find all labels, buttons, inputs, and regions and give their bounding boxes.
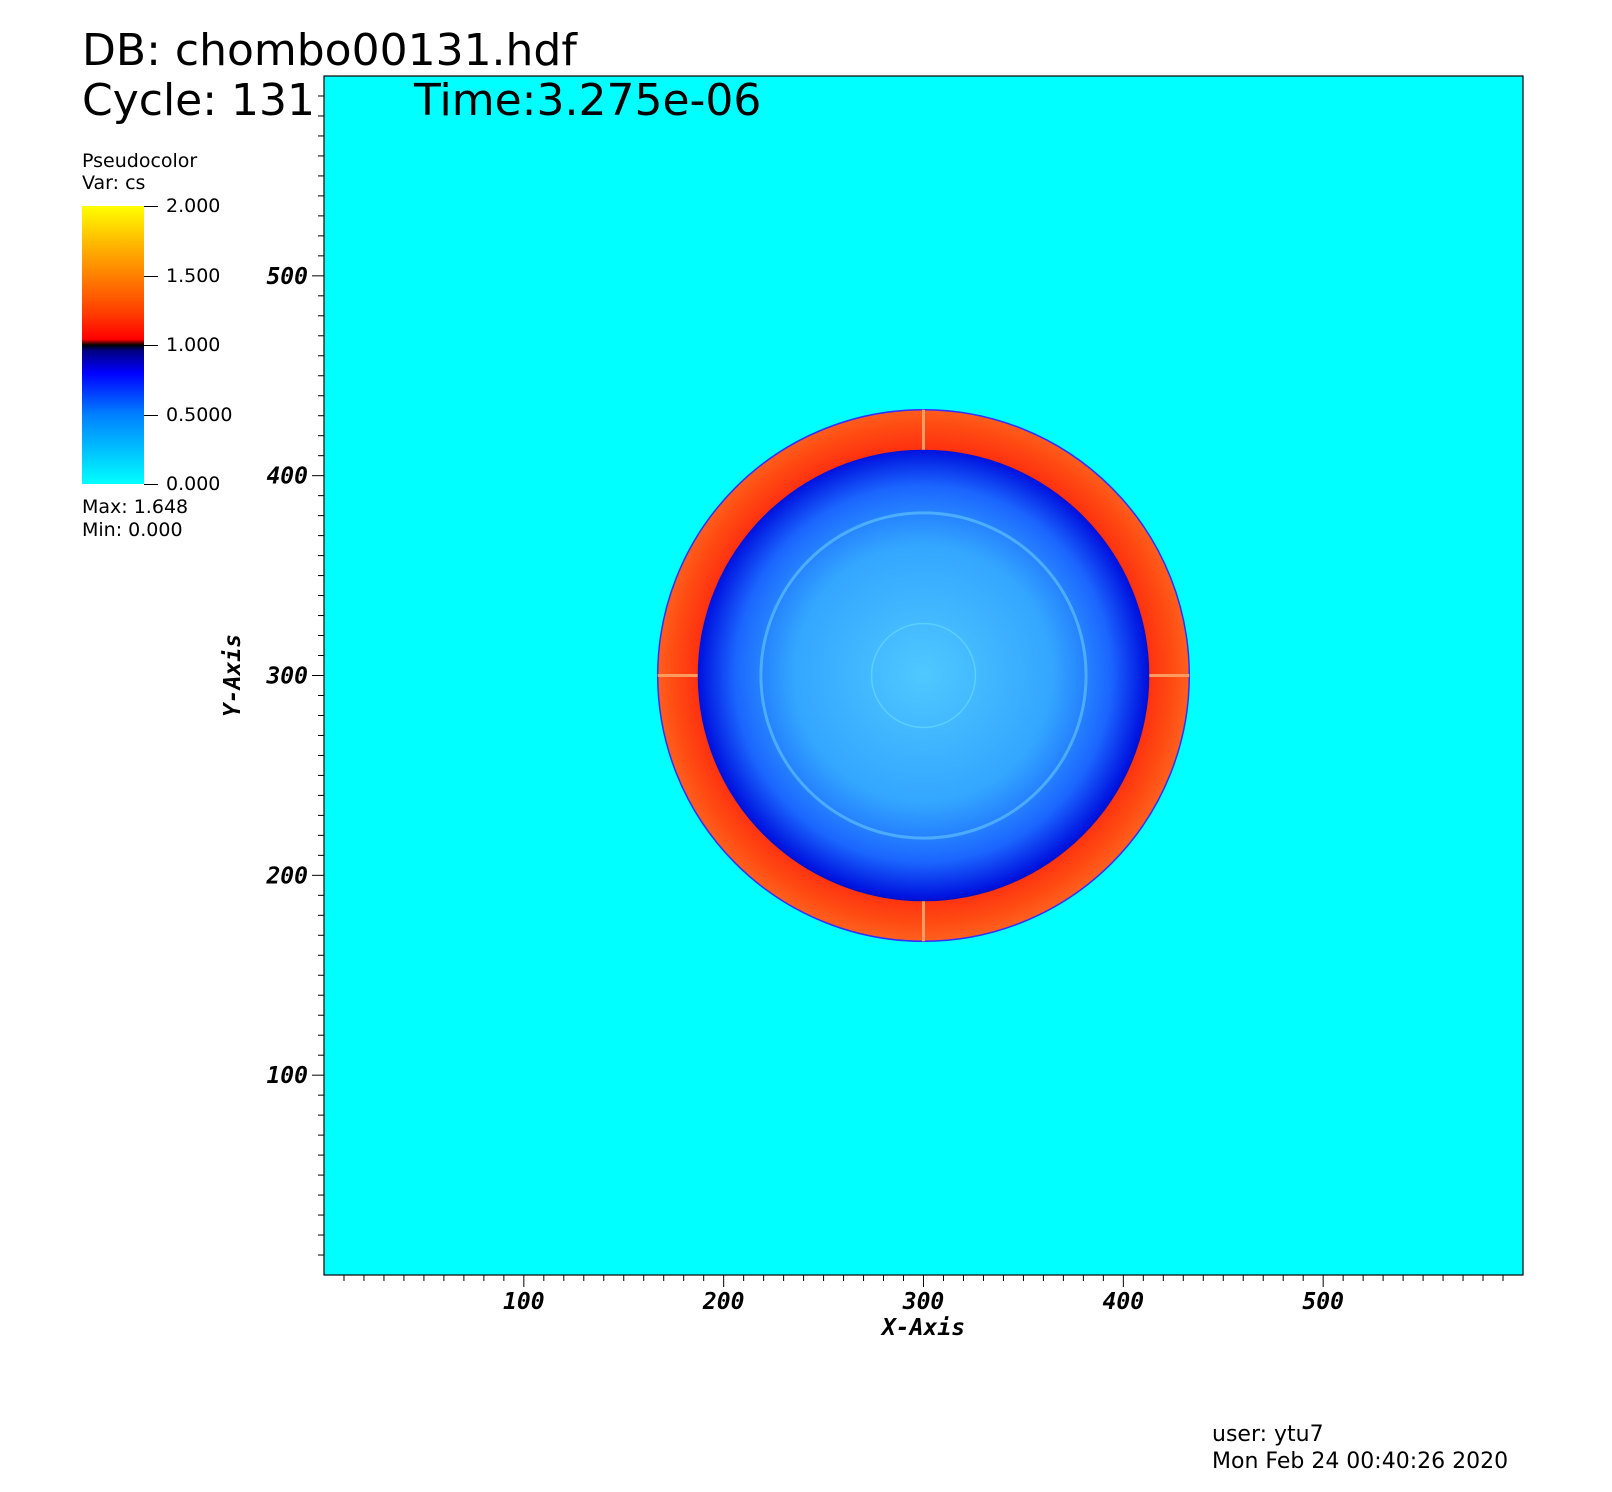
x-axis-label: X-Axis xyxy=(880,1315,965,1341)
colorbar-tick xyxy=(144,275,158,277)
colorbar-tick-label: 2.000 xyxy=(166,195,221,217)
legend-min: Min: 0.000 xyxy=(82,519,183,541)
y-tick-label: 200 xyxy=(265,863,308,889)
y-tick-label: 100 xyxy=(266,1063,308,1089)
core-ring xyxy=(870,622,977,729)
legend-max: Max: 1.648 xyxy=(82,496,189,518)
legend-title: Pseudocolor xyxy=(82,150,198,172)
footer-user: user: ytu7 xyxy=(1212,1422,1324,1447)
x-tick-label: 200 xyxy=(702,1289,745,1315)
x-tick-label: 400 xyxy=(1103,1289,1145,1315)
y-tick-label: 300 xyxy=(265,664,308,690)
colorbar-tick-label: 0.5000 xyxy=(166,403,233,426)
cycle-label: Cycle: 131 xyxy=(82,75,316,126)
colorbar-tick-label: 1.000 xyxy=(166,334,221,356)
time-label: Time:3.275e-06 xyxy=(414,75,762,126)
footer-date: Mon Feb 24 00:40:26 2020 xyxy=(1212,1449,1509,1474)
y-axis-label: Y-Axis xyxy=(220,634,246,717)
x-tick-label: 300 xyxy=(902,1289,945,1315)
inner-region xyxy=(697,449,1150,902)
database-title: DB: chombo00131.hdf xyxy=(82,25,577,76)
colorbar-tick xyxy=(144,345,158,346)
colorbar-tick-label: 1.500 xyxy=(166,264,221,287)
colorbar xyxy=(82,206,144,484)
colorbar-tick xyxy=(144,484,158,485)
x-tick-label: 500 xyxy=(1302,1289,1344,1315)
y-tick-label: 500 xyxy=(266,264,308,290)
colorbar-tick-label: 0.000 xyxy=(166,473,221,495)
inner-ripple xyxy=(759,511,1088,840)
y-tick-label: 400 xyxy=(266,464,308,490)
colorbar-tick xyxy=(144,206,158,207)
legend-variable: Var: cs xyxy=(82,172,146,194)
colorbar-tick xyxy=(144,414,158,416)
x-tick-label: 100 xyxy=(503,1289,545,1315)
